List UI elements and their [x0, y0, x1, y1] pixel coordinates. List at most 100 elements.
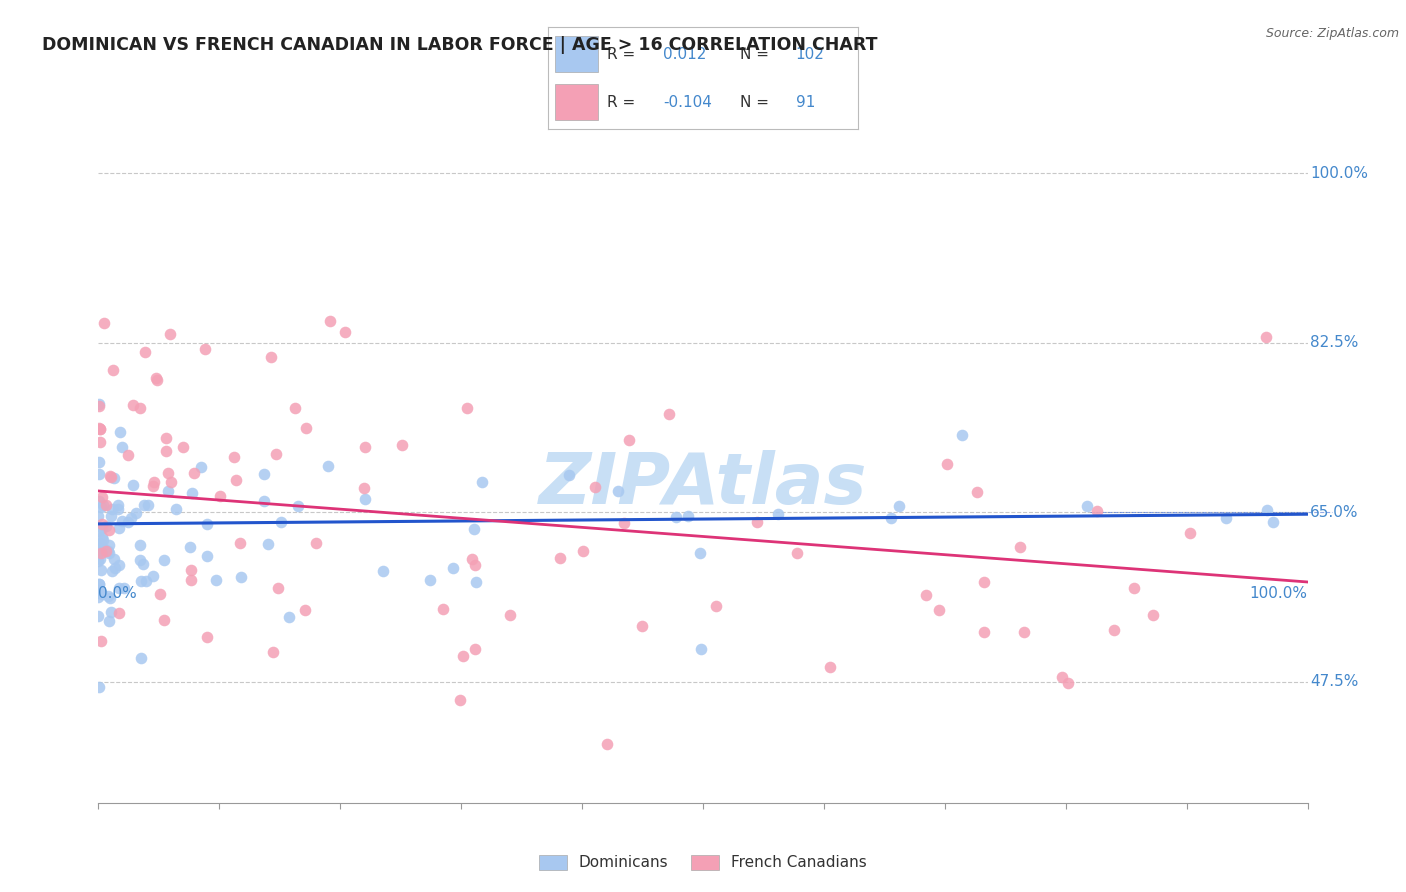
Text: ZIPAtlas: ZIPAtlas [538, 450, 868, 518]
Point [630, 618, 652, 632]
Point [689, 546, 711, 560]
Point [107, 498, 129, 512]
Point [98, 469, 121, 483]
Text: 0.0%: 0.0% [98, 586, 138, 601]
Point [463, 523, 485, 537]
Point [262, 645, 284, 659]
Point [100, 564, 122, 578]
Point [122, 398, 145, 412]
Point [136, 498, 159, 512]
Point [91, 498, 114, 512]
Point [464, 642, 486, 657]
Text: Source: ZipAtlas.com: Source: ZipAtlas.com [1265, 27, 1399, 40]
Point [98, 614, 121, 628]
Point [90, 517, 112, 532]
Point [194, 342, 217, 356]
Point [1256, 503, 1278, 517]
Point [1056, 676, 1078, 690]
Point [195, 517, 218, 532]
Text: 47.5%: 47.5% [1310, 674, 1358, 690]
Point [471, 475, 494, 489]
Point [111, 514, 134, 528]
Point [100, 606, 122, 620]
Point [441, 561, 464, 575]
Point [419, 573, 441, 587]
Point [572, 543, 595, 558]
Point [160, 475, 183, 489]
Point [157, 484, 180, 499]
Point [278, 610, 301, 624]
FancyBboxPatch shape [554, 36, 598, 72]
Point [145, 373, 167, 387]
Point [108, 558, 131, 573]
Point [87, 577, 110, 591]
Point [104, 561, 127, 575]
Text: 0.012: 0.012 [662, 47, 706, 62]
Point [229, 569, 252, 583]
Point [90, 541, 112, 555]
Point [1085, 503, 1108, 517]
Point [129, 553, 152, 567]
Point [1180, 525, 1202, 540]
Point [87, 524, 110, 538]
Text: 82.5%: 82.5% [1310, 335, 1358, 351]
Point [180, 563, 202, 577]
Point [117, 515, 139, 529]
Point [87, 493, 110, 508]
Point [165, 501, 187, 516]
Point [287, 499, 309, 513]
Point [89, 552, 111, 566]
Point [190, 460, 212, 475]
Point [451, 649, 474, 664]
Text: R =: R = [607, 95, 636, 111]
Point [966, 485, 988, 500]
Point [432, 602, 454, 616]
Point [87, 586, 110, 600]
Point [117, 448, 139, 462]
Point [548, 551, 571, 566]
Point [617, 433, 640, 447]
Point [87, 591, 110, 605]
Point [1256, 329, 1278, 343]
Point [461, 552, 484, 566]
Point [120, 511, 142, 525]
Point [973, 624, 995, 639]
Point [100, 591, 122, 605]
Point [183, 467, 205, 481]
Point [125, 506, 148, 520]
Point [87, 421, 110, 435]
Point [97, 546, 120, 560]
Point [87, 680, 110, 694]
Point [1215, 510, 1237, 524]
Point [87, 546, 110, 560]
Point [97, 523, 120, 537]
Point [1261, 515, 1284, 529]
Point [391, 438, 413, 452]
Point [747, 515, 769, 529]
Point [449, 693, 471, 707]
Point [100, 470, 122, 484]
Point [914, 588, 936, 602]
Point [172, 440, 194, 454]
Point [129, 651, 152, 665]
Point [107, 582, 129, 596]
Point [94, 544, 117, 558]
Point [613, 516, 636, 530]
Text: -0.104: -0.104 [662, 95, 711, 111]
Point [89, 583, 111, 598]
Point [456, 401, 478, 416]
Point [107, 521, 129, 535]
Point [464, 575, 486, 590]
Point [950, 427, 973, 442]
Text: 91: 91 [796, 95, 815, 111]
Point [108, 606, 131, 620]
Point [128, 401, 150, 415]
Point [89, 536, 111, 550]
Point [97, 544, 120, 558]
Text: 102: 102 [796, 47, 825, 62]
Point [704, 599, 727, 613]
FancyBboxPatch shape [554, 84, 598, 120]
Point [333, 325, 356, 339]
Point [97, 589, 120, 603]
Point [353, 492, 375, 507]
